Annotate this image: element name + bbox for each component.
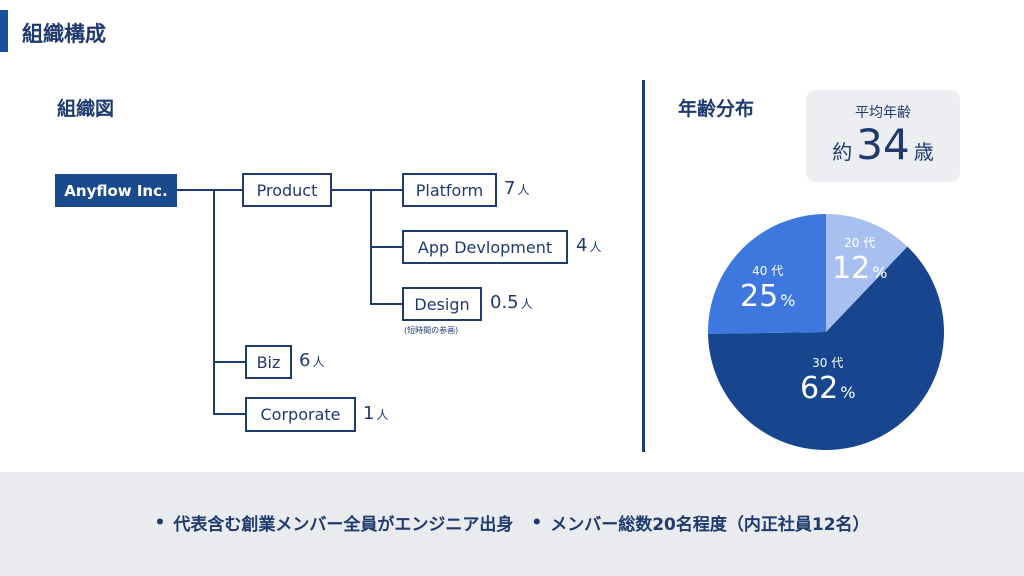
header-accent-bar: [0, 10, 8, 52]
average-age-value-row: 約 34 歳: [806, 124, 960, 166]
footer-bullet-members: • メンバー総数20名程度（内正社員12名）: [531, 512, 870, 536]
average-age-card: 平均年齢 約 34 歳: [806, 90, 960, 182]
pie-slice-20s: [826, 214, 908, 332]
footer-bullet-engineers: • 代表含む創業メンバー全員がエンジニア出身: [154, 512, 514, 536]
summary-footer: • 代表含む創業メンバー全員がエンジニア出身 • メンバー総数20名程度（内正社…: [0, 472, 1024, 576]
org-root-node: Anyflow Inc.: [55, 174, 177, 207]
org-node-app-development: App Devlopment: [402, 230, 568, 264]
age-distribution-title: 年齢分布: [678, 98, 755, 120]
average-age-prefix: 約: [832, 140, 853, 164]
design-note: (短時間の参画): [404, 326, 459, 335]
org-node-design: Design: [402, 287, 482, 321]
pie-slice-40s: [708, 214, 826, 334]
design-headcount: 0.5 人: [490, 292, 533, 313]
org-node-biz: Biz: [245, 345, 292, 379]
average-age-label: 平均年齢: [855, 105, 911, 121]
section-divider: [642, 80, 645, 452]
average-age-number: 34: [856, 120, 910, 169]
org-node-product: Product: [242, 173, 332, 207]
page-title: 組織構成: [22, 22, 106, 46]
org-node-corporate: Corporate: [245, 397, 356, 432]
age-pie-chart: 20 代 12% 30 代 62% 40 代 25%: [708, 214, 944, 450]
slice-label-30s: 30 代 62%: [800, 356, 856, 406]
slice-label-20s: 20 代 12%: [832, 236, 888, 286]
org-chart-title: 組織図: [57, 98, 115, 120]
age-pie-svg: [708, 214, 944, 450]
average-age-suffix: 歳: [913, 140, 934, 164]
org-node-platform: Platform: [402, 173, 497, 207]
pie-slice-30s: [708, 246, 944, 450]
slice-label-40s: 40 代 25%: [740, 264, 796, 314]
